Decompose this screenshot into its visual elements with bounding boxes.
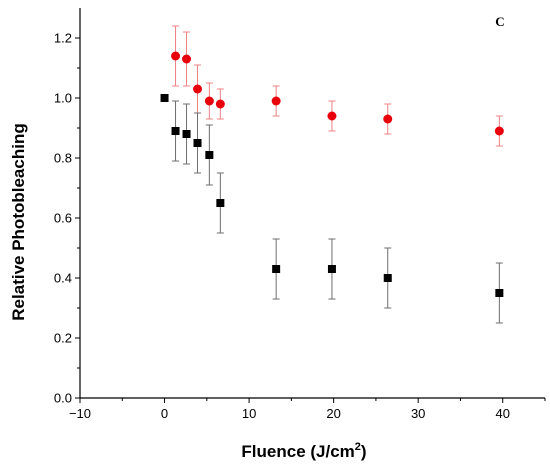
x-axis-title-main: Fluence (J/cm xyxy=(241,442,354,461)
y-tick-label: 0.4 xyxy=(54,271,72,286)
data-point-square xyxy=(495,289,504,297)
data-marks xyxy=(160,25,504,324)
data-point-circle xyxy=(171,51,181,61)
y-tick-label: 1.0 xyxy=(54,91,72,106)
y-tick-label: 1.2 xyxy=(54,31,72,46)
y-tick-label: 0.0 xyxy=(54,391,72,406)
data-point-square xyxy=(327,265,336,273)
y-tick-label: 0.8 xyxy=(54,151,72,166)
data-point-square xyxy=(216,199,225,207)
data-point-square xyxy=(182,130,191,138)
data-point-square xyxy=(383,274,392,282)
x-axis-title: Fluence (J/cm2) xyxy=(241,441,366,461)
data-point-circle xyxy=(494,126,504,136)
y-tick-label: 0.2 xyxy=(54,331,72,346)
data-point-square xyxy=(171,127,180,135)
x-tick-label: 30 xyxy=(411,406,425,421)
data-point-square xyxy=(193,139,202,147)
data-point-circle xyxy=(193,84,203,94)
series-2 xyxy=(160,94,504,324)
data-point-circle xyxy=(271,96,281,106)
x-tick-label: −10 xyxy=(69,406,91,421)
series-1 xyxy=(171,25,504,147)
axes: 0.0 0.2 0.4 0.6 0.8 1.0 1.2 −10 0 10 20 30 40 xyxy=(54,8,546,421)
x-tick-label: 20 xyxy=(326,406,340,421)
x-tick-label: 0 xyxy=(161,406,168,421)
panel-label: C xyxy=(495,14,504,29)
data-point-circle xyxy=(204,96,214,106)
y-tick-label: 0.6 xyxy=(54,211,72,226)
data-point-square xyxy=(205,151,214,159)
data-point-circle xyxy=(182,54,192,64)
data-point-square xyxy=(160,94,169,102)
data-point-circle xyxy=(327,111,337,121)
y-axis-title: Relative Photobleaching xyxy=(9,123,28,320)
x-tick-label: 10 xyxy=(242,406,256,421)
data-point-circle xyxy=(383,114,393,124)
x-axis-title-superscript: 2 xyxy=(355,441,361,453)
data-point-square xyxy=(272,265,281,273)
x-axis-title-suffix: ) xyxy=(361,442,367,461)
data-point-circle xyxy=(215,99,225,109)
x-tick-label: 40 xyxy=(495,406,509,421)
